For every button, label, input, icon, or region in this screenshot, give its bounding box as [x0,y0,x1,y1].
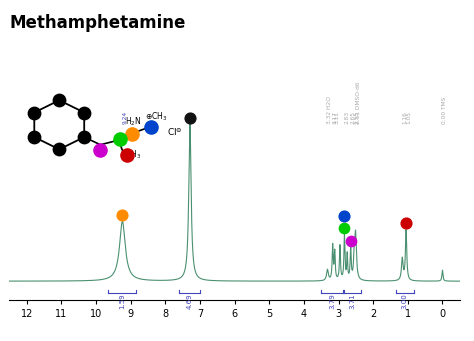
Text: 1.16: 1.16 [402,111,407,124]
Point [30,134,38,140]
Text: Methamphetamine: Methamphetamine [9,14,186,32]
Point [147,124,155,130]
Text: CH$_3$: CH$_3$ [125,148,141,161]
Point [81,134,88,140]
Text: 2.55: 2.55 [354,111,359,124]
Text: 3.32 H2O: 3.32 H2O [328,96,332,124]
Text: 9.24: 9.24 [122,111,128,124]
Text: 3.17: 3.17 [333,111,337,124]
Point [55,147,63,152]
Text: 3.00: 3.00 [401,293,408,309]
Point [186,115,194,120]
Point [118,212,126,218]
Text: 3.79: 3.79 [329,293,335,309]
Text: 2.51 DMSO-d6: 2.51 DMSO-d6 [356,81,361,124]
Text: 2.65: 2.65 [351,111,356,124]
Point [55,98,63,103]
Point [128,131,136,137]
Point [81,110,88,115]
Text: Cl$^{\ominus}$: Cl$^{\ominus}$ [167,127,183,138]
Text: 4.69: 4.69 [187,293,192,309]
Text: 0.00 TMS: 0.00 TMS [442,97,447,124]
Text: 1.59: 1.59 [119,293,125,309]
Text: 1.05: 1.05 [406,111,411,124]
Point [96,147,103,153]
Point [402,221,410,226]
Point [341,226,348,231]
Point [347,238,355,244]
Point [123,153,130,158]
Text: 3.11: 3.11 [335,111,340,124]
Text: 7.29: 7.29 [190,111,195,124]
Text: $\oplus$CH$_3$: $\oplus$CH$_3$ [146,110,168,122]
Point [30,110,38,115]
Point [117,137,124,142]
Point [341,213,348,219]
Text: 2.83: 2.83 [345,111,349,124]
Text: 3.71: 3.71 [349,293,356,309]
Text: H$_2$N: H$_2$N [125,115,141,128]
